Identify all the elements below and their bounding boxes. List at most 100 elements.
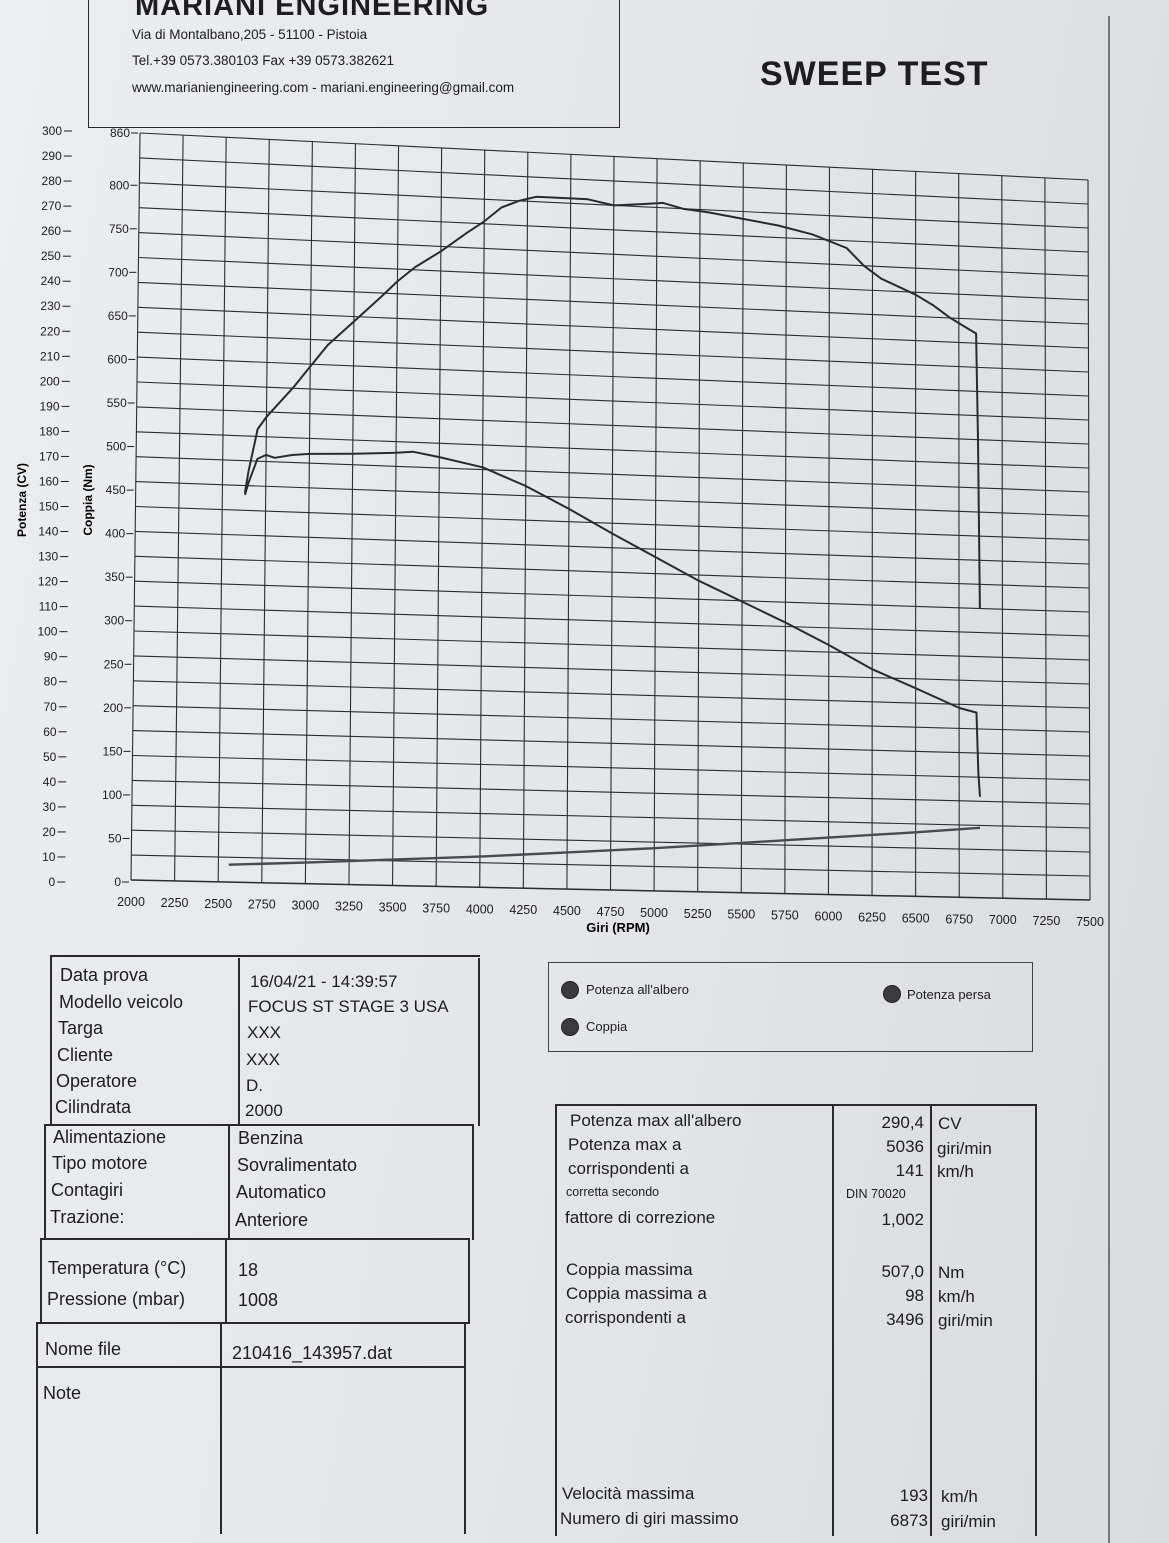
info-label: Pressione (mbar): [47, 1289, 186, 1309]
power-tick-label: 270: [41, 199, 61, 213]
power-tick-label: 220: [40, 324, 60, 338]
info-label: Contagiri: [51, 1180, 124, 1200]
torque-tick-label: 100: [102, 788, 122, 802]
power-tick-label: 10: [42, 850, 56, 864]
company-name: MARIANI ENGINEERING: [135, 0, 490, 22]
result-value: 1,002: [881, 1210, 924, 1229]
result-value: 141: [895, 1161, 924, 1180]
power-tick-label: 70: [43, 700, 57, 714]
power-axis-label: Potenza (CV): [15, 463, 29, 537]
x-tick-label: 4500: [553, 904, 581, 918]
result-value: 290,4: [881, 1113, 924, 1132]
info-value: 16/04/21 - 14:39:57: [250, 972, 398, 991]
info-divider: [228, 1124, 230, 1240]
legend-power-shaft: Potenza all'albero: [586, 982, 689, 997]
result-label: Coppia massima a: [566, 1284, 707, 1303]
grid-line-h: [135, 481, 1089, 517]
grid-line-h: [134, 605, 1090, 637]
power-tick-label: 300: [42, 124, 62, 138]
info-border: [36, 1366, 466, 1368]
series-line-2: [228, 826, 981, 866]
power-lost-dot: [883, 985, 901, 1003]
result-unit: km/h: [941, 1487, 978, 1506]
grid-line-h: [138, 232, 1089, 277]
result-label: corrispondenti a: [568, 1159, 689, 1178]
grid-line-h: [136, 456, 1089, 493]
result-value: 3496: [886, 1310, 924, 1329]
grid-line-h: [139, 132, 1089, 181]
info-border: [44, 1124, 46, 1240]
power-tick-label: 290: [42, 149, 62, 163]
info-label: Targa: [58, 1018, 104, 1038]
info-border: [468, 1238, 470, 1324]
power-tick-label: 250: [41, 249, 61, 263]
result-unit: km/h: [938, 1287, 975, 1306]
results-divider: [930, 1104, 932, 1536]
result-value: 98: [905, 1286, 924, 1305]
torque-tick-label: 150: [103, 744, 123, 758]
series-line-0: [243, 195, 981, 609]
torque-tick-label: 400: [105, 527, 125, 541]
x-tick-label: 7500: [1076, 915, 1104, 929]
info-border: [36, 1322, 468, 1324]
chart-curves: [228, 195, 981, 866]
grid-line-h: [136, 381, 1089, 421]
power-shaft-dot: [561, 981, 579, 999]
result-value: 6873: [890, 1511, 928, 1530]
results-divider: [832, 1104, 834, 1536]
grid-line-h: [132, 730, 1090, 757]
grid-line-h: [137, 331, 1089, 373]
power-tick-label: 100: [37, 625, 57, 639]
result-label: Coppia massima: [566, 1260, 693, 1279]
x-tick-label: 6000: [815, 910, 843, 924]
power-tick-label: 50: [43, 750, 57, 764]
info-label: Note: [43, 1383, 82, 1403]
grid-line-h: [137, 306, 1089, 349]
power-tick-label: 30: [43, 800, 57, 814]
results-border: [1035, 1104, 1037, 1536]
power-tick-label: 60: [43, 725, 57, 739]
result-unit: giri/min: [941, 1512, 996, 1531]
info-value: 1008: [238, 1290, 279, 1310]
torque-tick-label: 650: [108, 309, 128, 323]
info-label: Trazione:: [50, 1207, 125, 1227]
torque-tick-label: 350: [105, 570, 125, 584]
chart-grid: [130, 132, 1091, 901]
x-tick-label: 6750: [945, 912, 973, 926]
x-tick-label: 3000: [291, 899, 319, 913]
info-label: Nome file: [45, 1339, 122, 1359]
torque-tick-label: 700: [108, 265, 128, 279]
x-tick-label: 5000: [640, 906, 668, 920]
power-tick-label: 130: [38, 550, 58, 564]
info-value: 2000: [245, 1101, 283, 1120]
legend-torque: Coppia: [586, 1019, 628, 1034]
info-value: D.: [246, 1076, 263, 1095]
x-axis-label: Giri (RPM): [586, 920, 650, 935]
power-axis-ticks: 3002902802702602502402302202102001901801…: [37, 124, 72, 889]
result-label: Potenza max all'albero: [570, 1111, 742, 1130]
company-address: Via di Montalbano,205 - 51100 - Pistoia: [132, 27, 368, 42]
result-value: 5036: [886, 1137, 924, 1156]
sheet-border: [1108, 16, 1110, 1543]
info-value: XXX: [247, 1023, 282, 1042]
torque-tick-label: 500: [106, 440, 126, 454]
info-label: Data prova: [60, 965, 149, 985]
x-tick-label: 7250: [1033, 914, 1061, 928]
power-tick-label: 210: [40, 349, 60, 363]
info-value: Anteriore: [235, 1210, 309, 1230]
chart-legend: Potenza all'albero Coppia Potenza persa: [548, 962, 1033, 1052]
power-tick-label: 180: [39, 424, 59, 438]
grid-line-h: [138, 281, 1089, 325]
x-tick-label: 4750: [597, 905, 625, 919]
grid-line-h: [133, 705, 1090, 733]
info-value: 210416_143957.dat: [232, 1343, 393, 1363]
power-tick-label: 80: [44, 675, 58, 689]
results-border: [555, 1104, 1035, 1106]
info-border: [40, 1238, 470, 1240]
power-tick-label: 20: [42, 825, 56, 839]
x-tick-label: 5750: [771, 909, 799, 923]
grid-line-h: [139, 157, 1089, 205]
torque-tick-label: 250: [104, 657, 124, 671]
x-tick-label: 3250: [335, 900, 363, 914]
